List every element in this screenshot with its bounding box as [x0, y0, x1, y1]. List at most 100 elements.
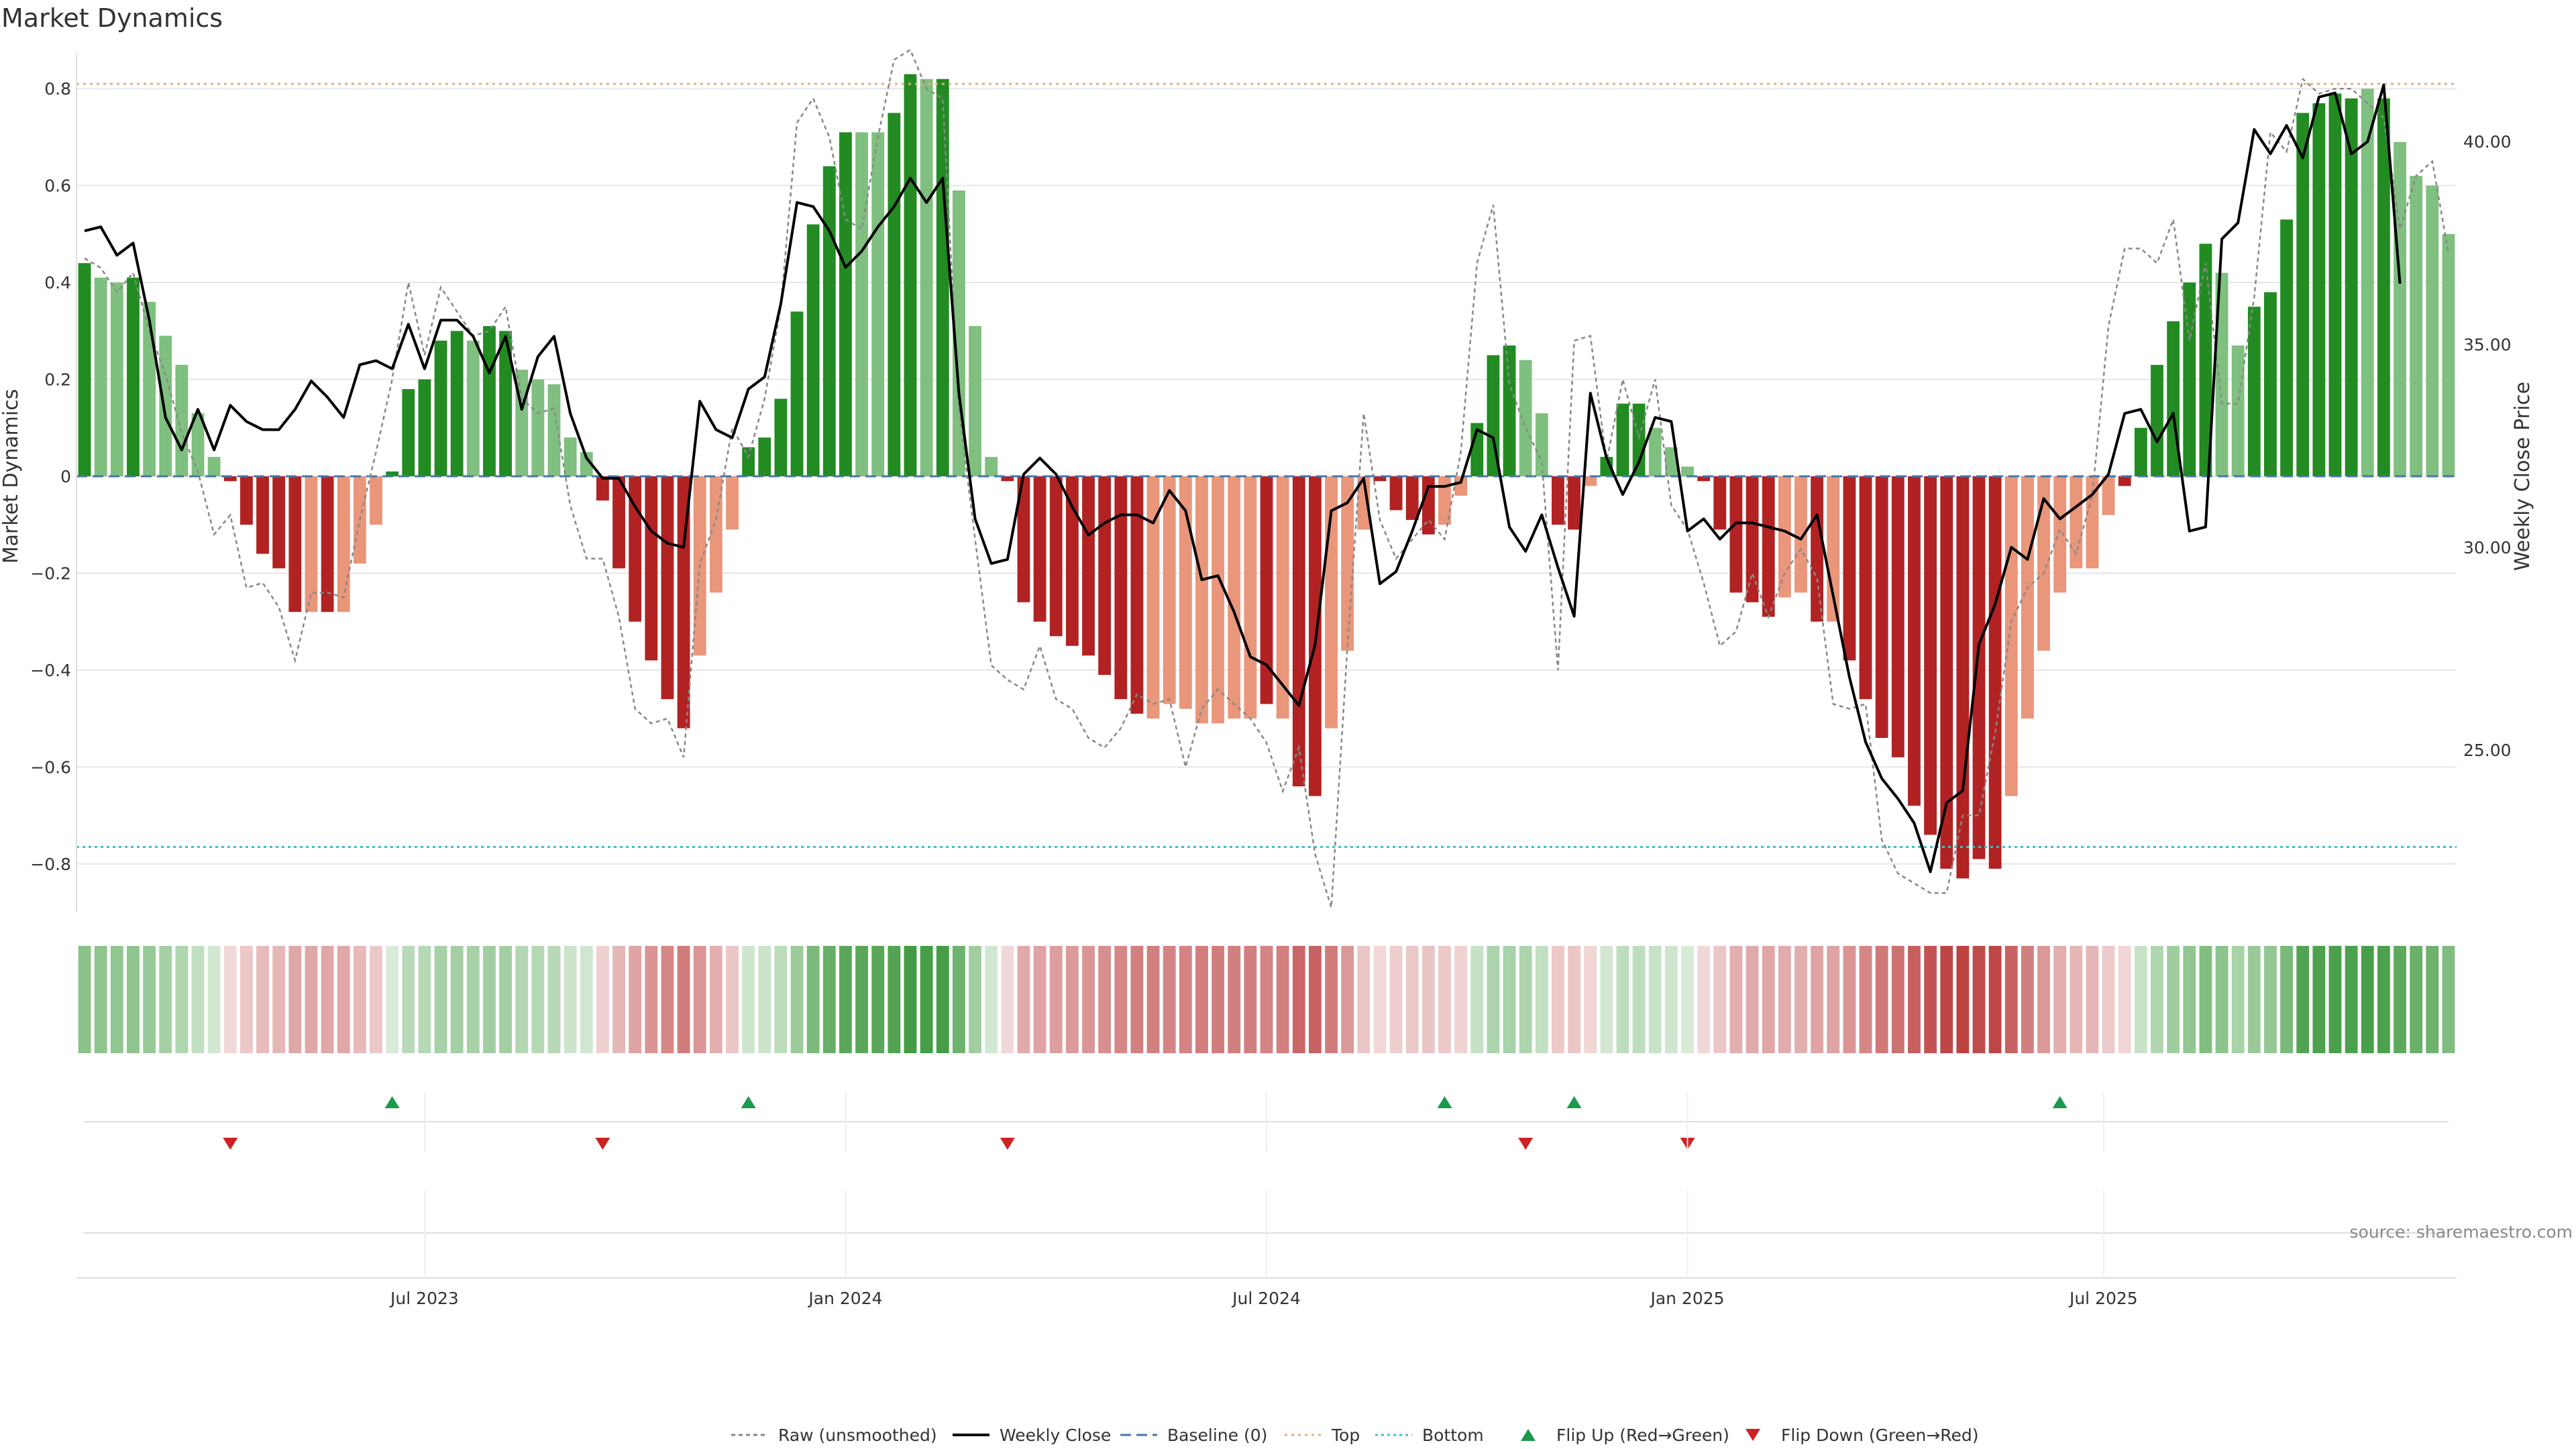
bar [1438, 476, 1451, 525]
bar [822, 166, 836, 476]
bar [2215, 272, 2229, 476]
bar [1487, 355, 1500, 476]
heat-cell [1632, 946, 1646, 1053]
bar [499, 331, 513, 476]
bar [661, 476, 674, 700]
heat-cell [1163, 946, 1176, 1053]
bar [936, 78, 949, 477]
heat-cell [1082, 946, 1095, 1053]
bar [790, 311, 804, 476]
bar [1519, 360, 1532, 476]
heat-cell [1276, 946, 1289, 1053]
heat-cell [1130, 946, 1144, 1053]
bar [2053, 476, 2067, 593]
flip-up-marker [1437, 1096, 1452, 1108]
heat-cell [1843, 946, 1856, 1053]
bar [2086, 476, 2099, 569]
bar [207, 457, 221, 476]
legend-label: Baseline (0) [1167, 1426, 1267, 1445]
bar [2377, 98, 2390, 476]
bar [2247, 307, 2261, 476]
heat-cell [1389, 946, 1403, 1053]
heat-cell [936, 946, 949, 1053]
y-tick-left-label: −0.4 [30, 661, 71, 680]
heat-cell [1195, 946, 1208, 1053]
bar [1082, 476, 1095, 656]
bar [1811, 476, 1824, 622]
bar [2118, 476, 2131, 486]
heat-cell [2118, 946, 2131, 1053]
bar [370, 476, 382, 525]
heat-cell [1940, 946, 1953, 1053]
heat-cell [110, 946, 123, 1053]
heat-cell [677, 946, 690, 1053]
bar [418, 379, 431, 476]
chart-title: Market Dynamics [1, 3, 223, 33]
heat-cell [2328, 946, 2342, 1053]
heat-cell [645, 946, 658, 1053]
legend-label: Raw (unsmoothed) [778, 1426, 937, 1445]
bar [1260, 476, 1273, 704]
heat-cell [1552, 946, 1564, 1053]
bar [1535, 413, 1548, 476]
bar [1098, 476, 1112, 676]
y-tick-right-label: 30.00 [2463, 538, 2512, 557]
bar [1454, 476, 1468, 496]
bar [742, 447, 755, 476]
heat-cell [483, 946, 496, 1053]
source-note: source: sharemaestro.com [2350, 1222, 2573, 1242]
bar [127, 277, 140, 476]
bar [564, 437, 577, 476]
flip-down-marker [595, 1138, 610, 1150]
heat-cell [2102, 946, 2115, 1053]
heat-cell [920, 946, 933, 1053]
heat-cell [1584, 946, 1597, 1053]
heat-cell [596, 946, 609, 1053]
bar [272, 476, 286, 569]
heat-cell [547, 946, 561, 1053]
bar [337, 476, 350, 612]
heat-cell [1487, 946, 1500, 1053]
heat-cell [321, 946, 334, 1053]
bar [2037, 476, 2050, 651]
y-tick-left-label: 0.6 [44, 176, 71, 196]
heat-cell [1535, 946, 1548, 1053]
bar [1648, 427, 1662, 476]
bar [2345, 98, 2358, 476]
heat-cell [418, 946, 431, 1053]
bar [774, 398, 788, 476]
bars [78, 74, 2455, 879]
heat-cell [175, 946, 189, 1053]
bar [1276, 476, 1289, 719]
legend-item: Raw (unsmoothed) [731, 1426, 937, 1445]
y-axis-right-title: Weekly Close Price [2511, 382, 2534, 571]
bar [1114, 476, 1128, 700]
heat-cell [709, 946, 722, 1053]
flip-up-marker [741, 1096, 756, 1108]
heat-cell [305, 946, 318, 1053]
legend-item: Top [1285, 1426, 1360, 1445]
heat-cell [207, 946, 221, 1053]
bar [2361, 89, 2374, 476]
heat-cell [742, 946, 755, 1053]
heat-cell [1325, 946, 1338, 1053]
heat-cell [1778, 946, 1791, 1053]
heat-cell [1212, 946, 1225, 1053]
bar [1940, 476, 1953, 869]
bar [871, 132, 885, 476]
heat-cell [1179, 946, 1192, 1053]
bar [1988, 476, 2002, 869]
y-tick-left-label: −0.8 [30, 855, 71, 874]
heat-cell [191, 946, 205, 1053]
heat-cell [1859, 946, 1872, 1053]
bar [110, 282, 123, 476]
bar [2328, 93, 2342, 476]
raw-unsmoothed-line [84, 48, 2450, 908]
y-tick-left-label: 0.8 [44, 79, 71, 99]
bar [547, 384, 561, 476]
heat-cell [2134, 946, 2147, 1053]
heat-cell [2280, 946, 2293, 1053]
heat-cell [1405, 946, 1419, 1053]
bar [1244, 476, 1257, 719]
flip-up-marker [384, 1096, 400, 1108]
